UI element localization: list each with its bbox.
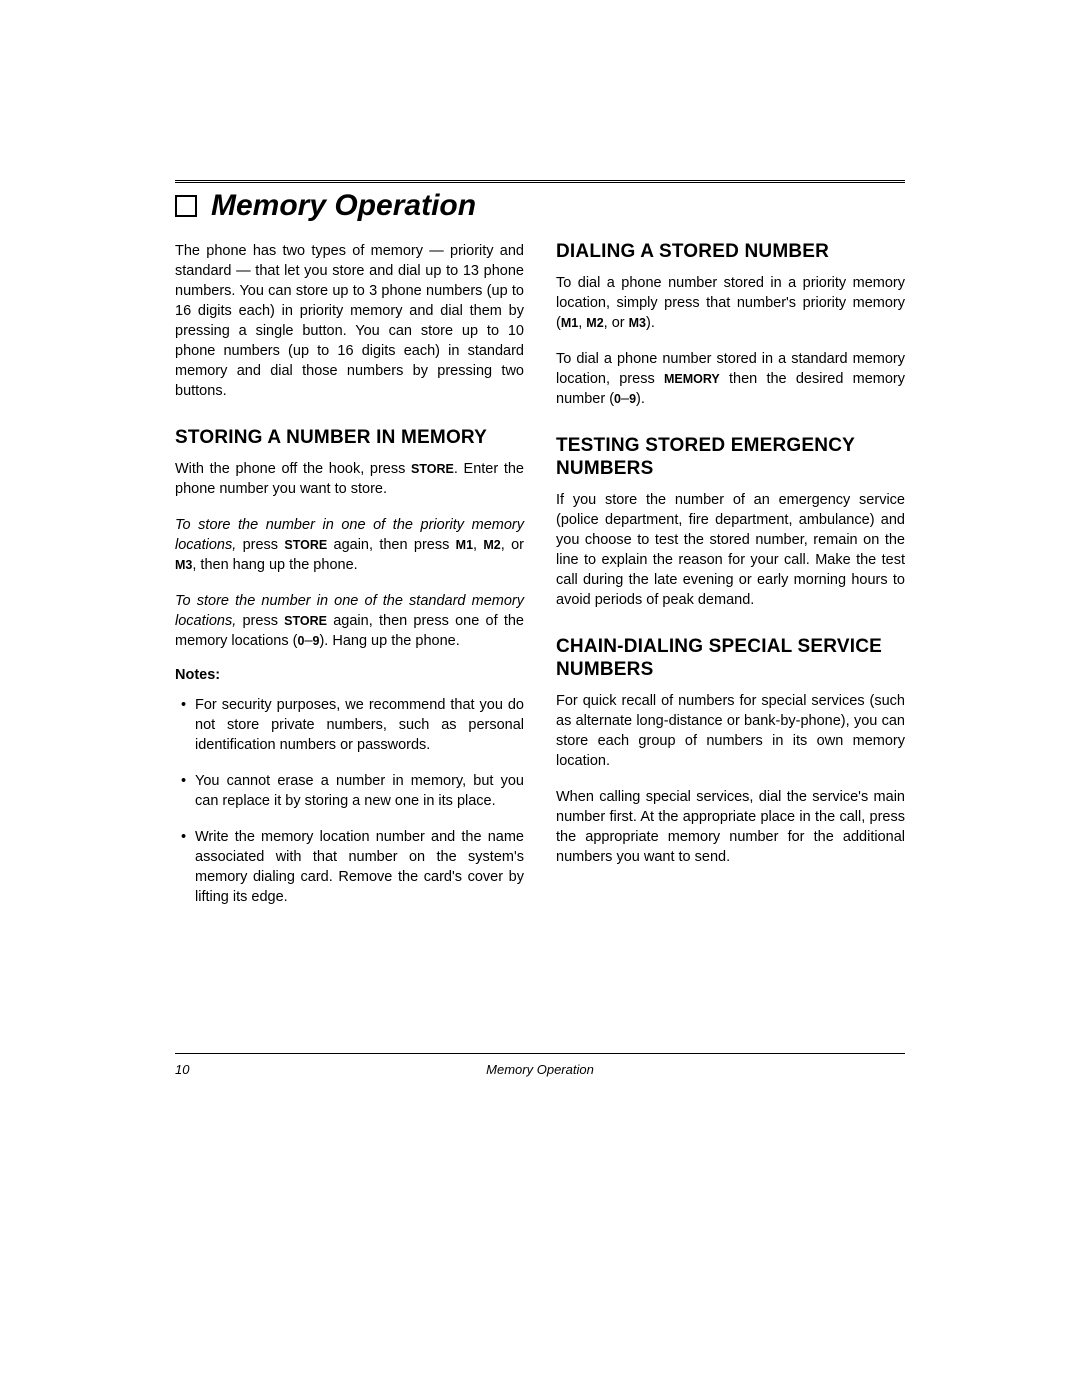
manual-page: Memory Operation The phone has two types… — [0, 0, 1080, 1137]
key-m1: M1 — [561, 316, 578, 330]
columns: The phone has two types of memory — prio… — [175, 241, 905, 923]
para-testing: If you store the number of an emergency … — [556, 490, 905, 610]
para-chain2: When calling special services, dial the … — [556, 787, 905, 867]
text: With the phone off the hook, press — [175, 461, 411, 477]
section-testing: TESTING STORED EMERGENCY NUMBERS If you … — [556, 435, 905, 610]
note-item: For security purposes, we recommend that… — [195, 695, 524, 755]
section-dialing: DIALING A STORED NUMBER To dial a phone … — [556, 241, 905, 409]
text: – — [304, 633, 312, 649]
text: press — [236, 537, 284, 553]
title-row: Memory Operation — [175, 189, 905, 223]
page-number: 10 — [175, 1062, 235, 1077]
text: , or — [501, 537, 524, 553]
heading-testing: TESTING STORED EMERGENCY NUMBERS — [556, 435, 905, 480]
para-standard: To store the number in one of the standa… — [175, 591, 524, 651]
footer: 10 Memory Operation — [175, 1062, 905, 1077]
note-item: You cannot erase a number in memory, but… — [195, 771, 524, 811]
para-dial-priority: To dial a phone number stored in a prior… — [556, 273, 905, 333]
text: , or — [604, 315, 629, 331]
right-column: DIALING A STORED NUMBER To dial a phone … — [556, 241, 905, 923]
key-m2: M2 — [586, 316, 603, 330]
key-0: 0 — [614, 392, 621, 406]
key-m1: M1 — [456, 538, 473, 552]
intro-paragraph: The phone has two types of memory — prio… — [175, 241, 524, 401]
heading-chain: CHAIN-DIALING SPECIAL SERVICE NUMBERS — [556, 636, 905, 681]
key-store: STORE — [284, 614, 327, 628]
notes-list: For security purposes, we recommend that… — [175, 695, 524, 907]
text: – — [621, 391, 629, 407]
text: ). — [636, 391, 645, 407]
key-m3: M3 — [175, 558, 192, 572]
section-chain: CHAIN-DIALING SPECIAL SERVICE NUMBERS Fo… — [556, 636, 905, 867]
key-store: STORE — [411, 462, 454, 476]
para-priority: To store the number in one of the priori… — [175, 515, 524, 575]
top-rule — [175, 180, 905, 183]
text: , — [473, 537, 483, 553]
text: ). Hang up the phone. — [319, 633, 459, 649]
bottom-rule — [175, 1053, 905, 1054]
para-chain1: For quick recall of numbers for special … — [556, 691, 905, 771]
para-dial-standard: To dial a phone number stored in a stand… — [556, 349, 905, 409]
page-title: Memory Operation — [211, 189, 476, 223]
key-m3: M3 — [629, 316, 646, 330]
text: press — [236, 613, 284, 629]
notes-label: Notes: — [175, 667, 524, 683]
key-memory: MEMORY — [664, 372, 720, 386]
text: , then hang up the phone. — [192, 557, 357, 573]
footer-title: Memory Operation — [235, 1062, 905, 1077]
key-9: 9 — [629, 392, 636, 406]
text: ). — [646, 315, 655, 331]
checkbox-icon — [175, 195, 197, 217]
left-column: The phone has two types of memory — prio… — [175, 241, 524, 923]
note-item: Write the memory location number and the… — [195, 827, 524, 907]
text: again, then press — [327, 537, 455, 553]
para-withphone: With the phone off the hook, press STORE… — [175, 459, 524, 499]
key-m2: M2 — [483, 538, 500, 552]
heading-storing: STORING A NUMBER IN MEMORY — [175, 427, 524, 449]
heading-dialing: DIALING A STORED NUMBER — [556, 241, 905, 263]
key-store: STORE — [284, 538, 327, 552]
